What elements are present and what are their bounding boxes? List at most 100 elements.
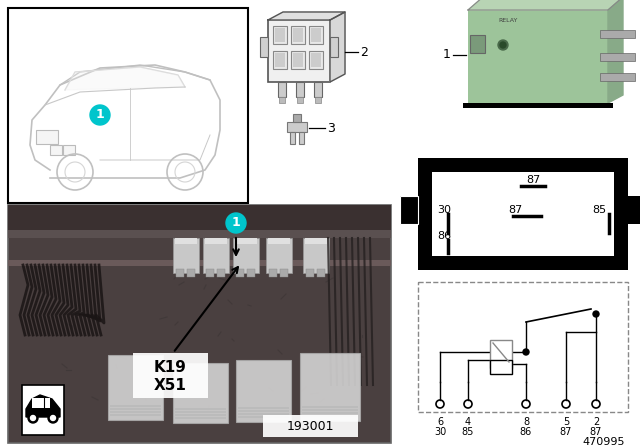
Bar	[302, 415, 358, 417]
Bar	[8, 260, 391, 266]
Bar	[293, 53, 303, 67]
Text: 30: 30	[437, 205, 451, 215]
Bar	[400, 196, 418, 224]
Bar	[235, 238, 257, 244]
Text: 87: 87	[590, 427, 602, 437]
Bar	[175, 238, 197, 244]
Circle shape	[51, 415, 56, 421]
Bar	[8, 8, 248, 203]
Bar	[238, 407, 289, 409]
Bar	[490, 360, 512, 374]
Bar	[206, 269, 214, 277]
Bar	[238, 413, 289, 415]
Bar	[300, 353, 360, 421]
Bar	[293, 114, 301, 122]
Bar	[299, 132, 304, 144]
Circle shape	[31, 415, 35, 421]
Bar	[280, 269, 288, 277]
Bar	[8, 205, 391, 237]
Bar	[187, 269, 195, 277]
Bar	[291, 26, 305, 44]
Bar	[110, 411, 161, 413]
Bar	[470, 35, 485, 53]
Bar	[173, 238, 199, 273]
Circle shape	[48, 413, 58, 423]
Bar	[302, 409, 358, 411]
Bar	[175, 417, 226, 419]
Bar	[63, 145, 75, 155]
Bar	[330, 37, 338, 57]
Text: 87: 87	[526, 175, 540, 185]
Bar	[275, 53, 285, 67]
Bar	[311, 53, 321, 67]
Circle shape	[498, 40, 508, 50]
Bar	[297, 97, 303, 103]
Bar	[203, 238, 229, 273]
Text: 193001: 193001	[286, 419, 333, 432]
Bar	[628, 196, 640, 224]
Bar	[238, 416, 289, 418]
Bar	[236, 360, 291, 422]
Circle shape	[500, 42, 506, 48]
Bar	[309, 51, 323, 69]
Bar	[305, 238, 327, 244]
Bar	[287, 122, 307, 132]
Bar	[275, 28, 285, 42]
Text: 86: 86	[437, 231, 451, 241]
Bar	[490, 340, 512, 368]
Bar	[290, 132, 295, 144]
Bar	[205, 238, 227, 244]
Bar	[268, 20, 330, 82]
Bar	[293, 28, 303, 42]
Text: 1: 1	[443, 48, 451, 61]
Bar	[110, 408, 161, 410]
Text: 470995: 470995	[582, 437, 625, 447]
Bar	[273, 51, 287, 69]
Bar	[315, 97, 321, 103]
Bar	[317, 269, 325, 277]
Text: 1: 1	[95, 108, 104, 121]
Circle shape	[28, 413, 38, 423]
Bar	[309, 26, 323, 44]
Text: RELAY: RELAY	[499, 17, 518, 22]
Bar	[175, 408, 226, 410]
Circle shape	[523, 349, 529, 355]
Bar	[432, 172, 614, 256]
Bar	[600, 30, 635, 38]
Circle shape	[226, 213, 246, 233]
Bar	[238, 410, 289, 412]
Bar	[418, 282, 628, 412]
Bar	[278, 82, 286, 97]
Text: 87: 87	[560, 427, 572, 437]
Bar	[8, 205, 391, 443]
Text: 3: 3	[327, 121, 335, 134]
Text: X51: X51	[154, 379, 186, 393]
Circle shape	[593, 311, 599, 317]
Text: 85: 85	[462, 427, 474, 437]
Bar	[217, 269, 225, 277]
Text: K19: K19	[154, 361, 186, 375]
Polygon shape	[468, 0, 623, 10]
Text: 2: 2	[593, 417, 599, 427]
Bar	[236, 269, 244, 277]
Bar	[175, 411, 226, 413]
Bar	[260, 37, 268, 57]
Polygon shape	[65, 67, 185, 90]
Bar	[22, 385, 64, 435]
Bar	[269, 269, 277, 277]
Bar	[302, 406, 358, 408]
Text: 86: 86	[520, 427, 532, 437]
Bar	[279, 97, 285, 103]
Polygon shape	[26, 395, 60, 417]
Bar	[600, 53, 635, 61]
Bar	[173, 363, 228, 423]
Bar	[302, 412, 358, 414]
Bar	[36, 130, 58, 144]
Bar	[247, 269, 255, 277]
Circle shape	[90, 105, 110, 125]
Bar	[463, 103, 613, 108]
Bar	[108, 355, 163, 420]
Text: 30: 30	[434, 427, 446, 437]
Bar	[291, 51, 305, 69]
Bar	[176, 269, 184, 277]
